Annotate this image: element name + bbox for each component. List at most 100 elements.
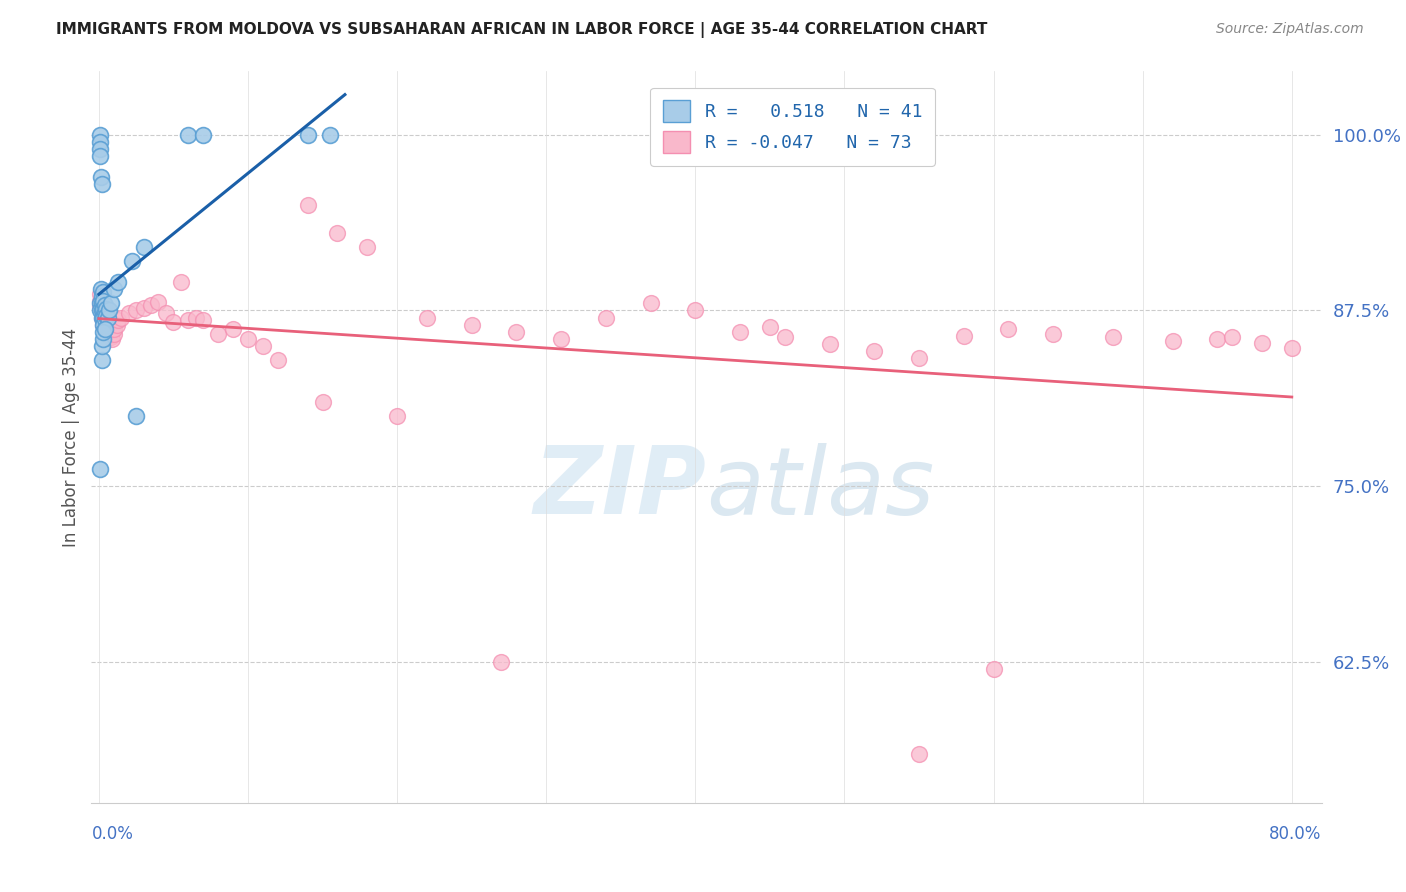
Point	[94, 322, 117, 336]
Point	[319, 128, 342, 142]
Point	[118, 306, 141, 320]
Point	[107, 276, 129, 290]
Point	[193, 313, 215, 327]
Point	[89, 462, 111, 476]
Point	[89, 286, 111, 301]
Point	[94, 305, 117, 319]
Point	[267, 352, 290, 367]
Point	[89, 296, 111, 310]
Point	[103, 322, 125, 336]
Point	[125, 303, 148, 318]
Point	[96, 301, 118, 316]
Point	[170, 276, 193, 290]
Point	[98, 303, 121, 318]
Point	[90, 310, 112, 325]
Point	[460, 318, 482, 332]
Point	[91, 318, 114, 332]
Point	[148, 295, 170, 310]
Point	[91, 301, 114, 316]
Point	[90, 177, 112, 191]
Point	[91, 301, 114, 316]
Point	[107, 313, 129, 327]
Point	[184, 310, 207, 325]
Point	[207, 327, 229, 342]
Point	[91, 318, 114, 332]
Point	[1220, 330, 1243, 344]
Point	[640, 296, 662, 310]
Point	[1251, 335, 1274, 350]
Legend: R =   0.518   N = 41, R = -0.047   N = 73: R = 0.518 N = 41, R = -0.047 N = 73	[651, 87, 935, 166]
Point	[1281, 342, 1303, 356]
Point	[90, 289, 112, 303]
Point	[90, 303, 112, 318]
Text: IMMIGRANTS FROM MOLDOVA VS SUBSAHARAN AFRICAN IN LABOR FORCE | AGE 35-44 CORRELA: IMMIGRANTS FROM MOLDOVA VS SUBSAHARAN AF…	[56, 22, 987, 38]
Point	[356, 240, 378, 254]
Point	[94, 315, 117, 329]
Point	[908, 747, 931, 761]
Text: atlas: atlas	[706, 442, 935, 533]
Point	[105, 318, 128, 332]
Point	[100, 330, 122, 344]
Point	[90, 310, 112, 325]
Point	[1161, 334, 1184, 349]
Point	[491, 655, 513, 669]
Point	[155, 306, 177, 320]
Point	[101, 332, 124, 346]
Point	[90, 169, 112, 184]
Point	[89, 149, 111, 163]
Point	[97, 316, 120, 330]
Point	[91, 293, 114, 308]
Point	[91, 309, 114, 323]
Point	[90, 296, 112, 310]
Point	[97, 325, 120, 339]
Point	[89, 303, 111, 318]
Point	[311, 395, 333, 409]
Point	[91, 332, 114, 346]
Point	[90, 296, 112, 310]
Point	[96, 312, 118, 326]
Point	[94, 298, 117, 312]
Point	[96, 320, 118, 334]
Point	[818, 337, 841, 351]
Point	[222, 322, 245, 336]
Point	[90, 352, 112, 367]
Text: ZIP: ZIP	[534, 442, 706, 534]
Point	[90, 303, 112, 318]
Point	[236, 332, 259, 346]
Point	[103, 327, 125, 342]
Point	[728, 325, 751, 339]
Point	[103, 282, 125, 296]
Point	[1102, 330, 1125, 344]
Point	[759, 320, 782, 334]
Point	[252, 338, 274, 352]
Point	[110, 310, 132, 325]
Point	[685, 303, 707, 318]
Point	[177, 313, 200, 327]
Point	[94, 312, 117, 326]
Point	[94, 322, 117, 336]
Point	[983, 662, 1005, 676]
Point	[132, 240, 155, 254]
Point	[773, 330, 796, 344]
Point	[177, 128, 200, 142]
Point	[94, 306, 117, 320]
Point	[863, 344, 886, 359]
Point	[89, 142, 111, 156]
Point	[125, 409, 148, 423]
Point	[89, 135, 111, 149]
Point	[595, 310, 617, 325]
Point	[90, 282, 112, 296]
Text: Source: ZipAtlas.com: Source: ZipAtlas.com	[1216, 22, 1364, 37]
Text: 80.0%: 80.0%	[1270, 825, 1322, 843]
Point	[297, 198, 319, 212]
Point	[97, 310, 120, 325]
Point	[89, 128, 111, 142]
Point	[96, 309, 118, 323]
Point	[100, 322, 122, 336]
Point	[997, 322, 1019, 336]
Point	[90, 338, 112, 352]
Point	[550, 332, 572, 346]
Point	[91, 310, 114, 325]
Point	[385, 409, 408, 423]
Point	[98, 320, 121, 334]
